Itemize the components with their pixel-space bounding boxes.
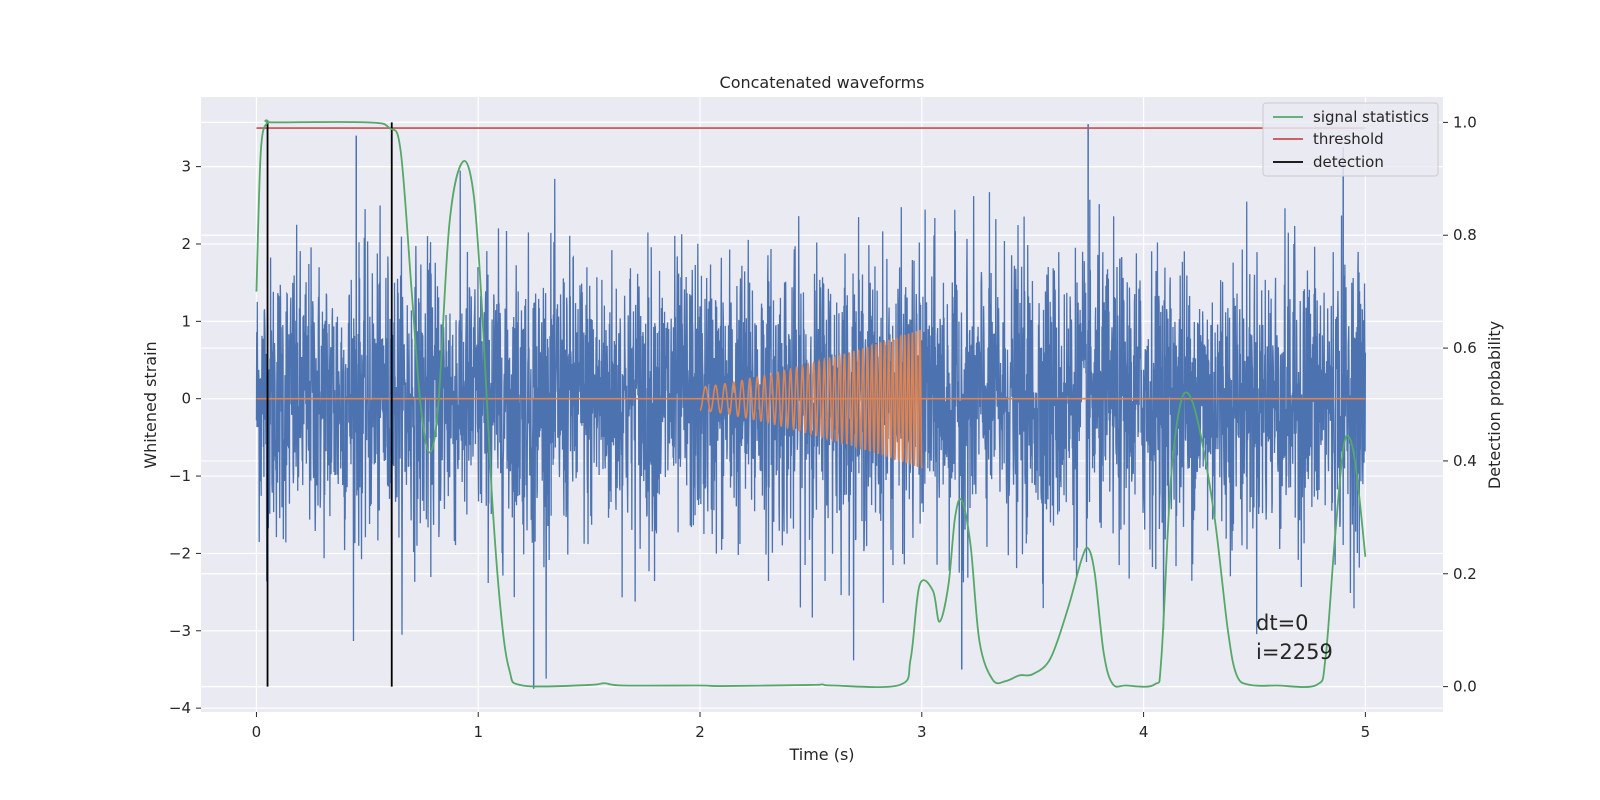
- y-tick-label: −3: [169, 622, 191, 640]
- y2-tick-label: 0.6: [1453, 339, 1477, 357]
- y-tick-label: 3: [181, 158, 191, 176]
- legend-label-signal-statistics: signal statistics: [1313, 108, 1429, 126]
- y-tick-label: 1: [181, 312, 191, 330]
- series-group: [255, 119, 1367, 689]
- legend-box: [1262, 102, 1439, 177]
- y-axis-label: Whitened strain: [141, 341, 160, 468]
- y2-tick-label: 0.8: [1453, 226, 1477, 244]
- y2-axis-label: Detection probability: [1485, 321, 1504, 489]
- chart-title: Concatenated waveforms: [720, 73, 925, 92]
- y2-tick-label: 0.4: [1453, 452, 1477, 470]
- x-tick-label: 5: [1361, 723, 1371, 741]
- x-axis-label: Time (s): [788, 745, 854, 764]
- y-tick-label: −4: [169, 699, 191, 717]
- y2-tick-label: 0.0: [1453, 678, 1477, 696]
- y-tick-label: −1: [169, 467, 191, 485]
- y-tick-label: −2: [169, 544, 191, 562]
- y-tick-label: 2: [181, 235, 191, 253]
- legend-label-threshold: threshold: [1313, 130, 1384, 148]
- annotation-index: i=2259: [1256, 640, 1333, 664]
- axes: 0 1 2 3 4 5 −4 −3 −2 −1 0 1 2 3 0.0 0.2 0.4 0.6 0.8 1.0: [169, 113, 1477, 741]
- x-tick-label: 4: [1139, 723, 1149, 741]
- injected-chirp-line: [699, 329, 923, 469]
- x-tick-label: 2: [695, 723, 705, 741]
- y-tick-label: 0: [181, 390, 191, 408]
- x-tick-label: 3: [917, 723, 927, 741]
- legend: signal statistics threshold detection: [1262, 102, 1439, 177]
- x-tick-label: 0: [252, 723, 262, 741]
- y2-tick-label: 1.0: [1453, 113, 1477, 131]
- annotation-dt: dt=0: [1256, 611, 1309, 635]
- legend-label-detection: detection: [1313, 153, 1384, 171]
- signal-statistics-line: [255, 119, 1367, 688]
- x-tick-label: 1: [473, 723, 483, 741]
- y2-tick-label: 0.2: [1453, 565, 1477, 583]
